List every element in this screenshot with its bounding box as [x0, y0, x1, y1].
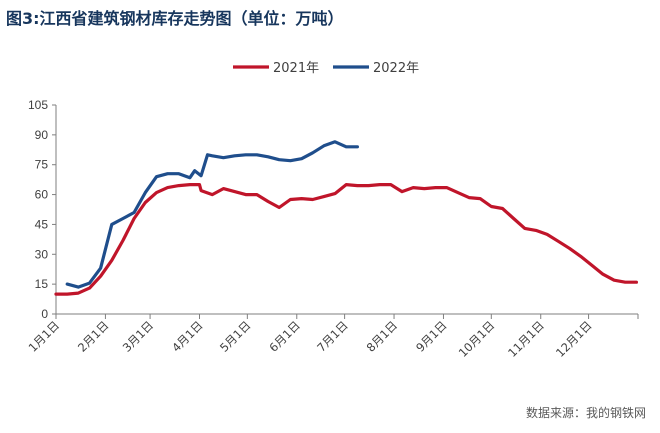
x-tick-label: 6月1日 [266, 318, 303, 355]
y-tick-label: 90 [35, 128, 49, 142]
x-axis: 1月1日 2月1日 3月1日 4月1日 5月1日 6月1日 7月1日 8月1日 9月1日 10月1… [26, 313, 639, 360]
legend-label-1: 2021年 [273, 61, 319, 76]
x-tick-label: 11月1日 [505, 318, 547, 360]
y-axis: 0 15 30 45 60 75 90 105 [28, 98, 57, 321]
x-tick-label: 12月1日 [553, 318, 595, 360]
y-tick-label: 45 [35, 217, 49, 231]
x-tick-label: 5月1日 [217, 318, 254, 355]
series-line-1 [54, 183, 639, 296]
x-tick-label: 3月1日 [120, 318, 157, 355]
x-tick-label: 7月1日 [314, 318, 351, 355]
y-tick-label: 15 [35, 277, 49, 291]
legend: 2021年 2022年 [233, 61, 419, 76]
page-title: 图3:江西省建筑钢材库存走势图（单位：万吨） [6, 9, 344, 28]
x-tick-label: 4月1日 [169, 318, 206, 355]
series-layer [54, 140, 639, 296]
x-tick-label: 8月1日 [364, 318, 401, 355]
x-tick-label: 10月1日 [456, 318, 498, 360]
x-tick-label: 9月1日 [413, 318, 450, 355]
data-source-note: 数据来源：我的钢铁网 [525, 406, 646, 420]
y-tick-label: 0 [41, 307, 48, 321]
legend-label-2: 2022年 [373, 61, 419, 76]
y-tick-label: 105 [28, 98, 48, 112]
x-tick-label: 2月1日 [75, 318, 112, 355]
series-line-2 [65, 140, 359, 289]
y-tick-label: 30 [35, 247, 49, 261]
y-tick-label: 60 [35, 188, 49, 202]
y-tick-label: 75 [35, 158, 49, 172]
x-tick-label: 1月1日 [26, 318, 63, 355]
